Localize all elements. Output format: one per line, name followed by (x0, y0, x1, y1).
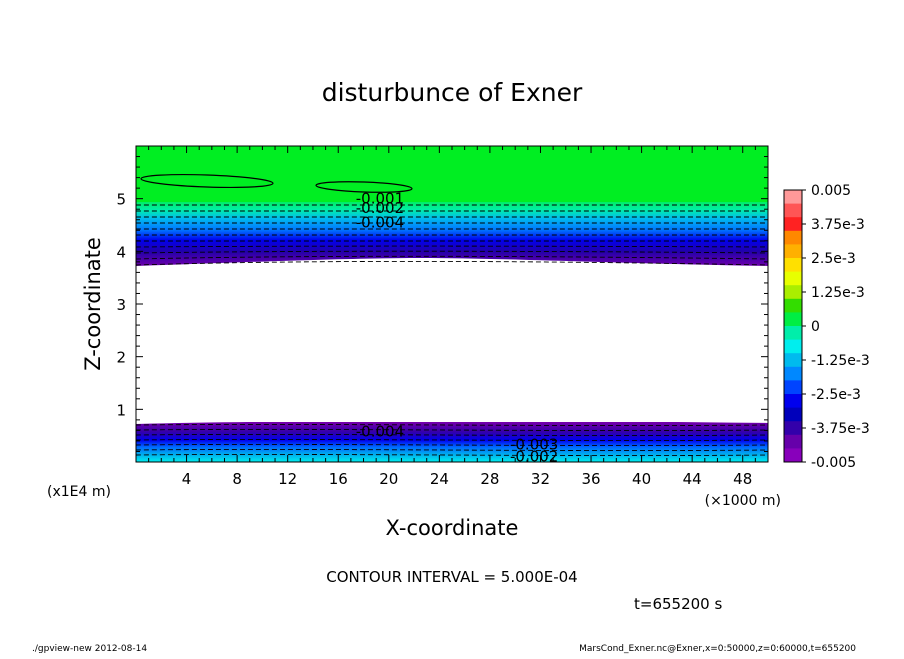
colorbar-swatch (784, 394, 802, 409)
footer-left: ./gpview-new 2012-08-14 (32, 644, 147, 654)
colorbar-label: 3.75e-3 (811, 217, 865, 233)
contour-interval-text: CONTOUR INTERVAL = 5.000E-04 (326, 568, 577, 586)
colorbar-swatch (784, 353, 802, 368)
colorbar-swatch (784, 434, 802, 449)
contour-line (136, 255, 768, 260)
contour-line (136, 443, 768, 447)
colorbar-swatch (784, 190, 802, 205)
y-tick-label: 5 (116, 191, 126, 209)
y-tick-label: 2 (116, 349, 126, 367)
colorbar-swatch (784, 326, 802, 341)
colorbar-swatch (784, 217, 802, 232)
x-tick-label: 28 (480, 470, 499, 488)
y-unit-label: (x1E4 m) (47, 484, 111, 500)
colorbar-label: 2.5e-3 (811, 251, 856, 267)
contour-line (136, 260, 768, 266)
chart-title: disturbunce of Exner (322, 78, 583, 107)
lower-negative-band (136, 422, 768, 462)
contour-label: -0.002 (510, 448, 558, 466)
colorbar-swatch (784, 366, 802, 381)
colorbar-swatch (784, 285, 802, 300)
y-tick-label: 4 (116, 243, 126, 261)
footer-right: MarsCond_Exner.nc@Exner,x=0:50000,z=0:60… (579, 644, 856, 654)
contour-line (136, 438, 768, 442)
x-tick-label: 36 (581, 470, 600, 488)
contour-line (136, 453, 768, 457)
contour-line (136, 428, 768, 432)
colorbar-swatch (784, 298, 802, 313)
contour-label: -0.002 (356, 199, 404, 217)
contour-line (136, 423, 768, 427)
y-axis-title: Z-coordinate (81, 237, 105, 371)
contour-line (136, 433, 768, 437)
colorbar-swatch (784, 448, 802, 463)
contour-labels: -0.001-0.002-0.004-0.004-0.003-0.002 (356, 190, 559, 466)
colorbar-swatch (784, 421, 802, 436)
colorbar-swatch (784, 230, 802, 245)
x-tick-label: 16 (329, 470, 348, 488)
lower-band-edge (136, 418, 768, 424)
y-tick-label: 1 (116, 401, 126, 419)
colorbar-label: -0.005 (811, 455, 856, 471)
x-tick-label: 24 (430, 470, 449, 488)
colorbar-label: -2.5e-3 (811, 387, 861, 403)
contour-lines (136, 204, 768, 457)
time-text: t=655200 s (634, 595, 722, 613)
contour-closed-1 (140, 173, 274, 189)
x-tick-label: 44 (683, 470, 702, 488)
contour-line (136, 245, 768, 248)
colorbar-label: 0 (811, 319, 820, 335)
contour-label: -0.004 (356, 213, 404, 231)
white-interior (136, 268, 768, 422)
colorbar: 0.005 3.75e-3 2.5e-3 1.25e-3 0 -1.25e-3 -2.5e-… (783, 183, 870, 471)
x-axis-title: X-coordinate (386, 516, 519, 540)
x-tick-label: 12 (278, 470, 297, 488)
contour-line (136, 448, 768, 452)
y-axis: 1 2 3 4 5 (116, 156, 768, 452)
plot-area (136, 146, 768, 462)
contour-label: -0.001 (356, 190, 404, 208)
colorbar-swatch (784, 271, 802, 286)
y-tick-label: 3 (116, 296, 126, 314)
colorbar-swatch (784, 312, 802, 327)
contour-closed-2 (315, 181, 413, 193)
colorbar-swatch (784, 258, 802, 273)
x-tick-label: 48 (733, 470, 752, 488)
x-tick-label: 32 (531, 470, 550, 488)
colorbar-label: -1.25e-3 (811, 353, 870, 369)
contour-label: -0.003 (510, 436, 558, 454)
colorbar-swatch (784, 380, 802, 395)
colorbar-swatch (784, 407, 802, 422)
x-tick-label: 4 (182, 470, 192, 488)
contour-label: -0.004 (356, 422, 404, 440)
colorbar-label: 1.25e-3 (811, 285, 865, 301)
colorbar-label: 0.005 (811, 183, 851, 199)
colorbar-swatch (784, 244, 802, 259)
x-tick-label: 40 (632, 470, 651, 488)
contour-line (136, 250, 768, 254)
colorbar-label: -3.75e-3 (811, 421, 870, 437)
x-axis: 4 8 12 16 20 24 28 32 36 40 44 48 (148, 146, 756, 488)
x-tick-label: 8 (232, 470, 242, 488)
x-tick-label: 20 (379, 470, 398, 488)
colorbar-swatch (784, 339, 802, 354)
x-unit-label: (×1000 m) (705, 493, 781, 509)
colorbar-swatch (784, 203, 802, 218)
